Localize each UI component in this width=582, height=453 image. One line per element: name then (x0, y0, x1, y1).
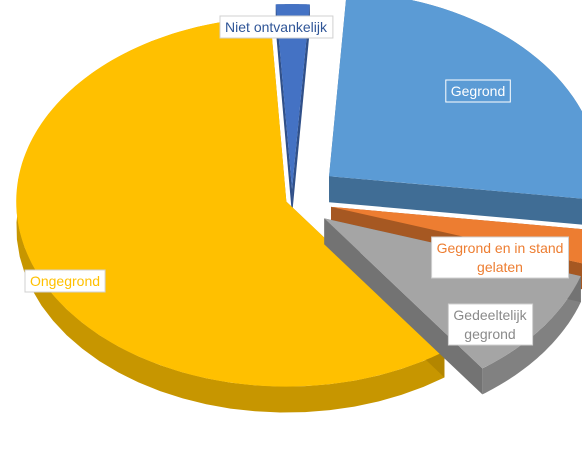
data-label-gegrond-en-in-stand-gelaten: Gegrond en in stand gelaten (431, 236, 569, 279)
pie-slice-top (16, 16, 445, 387)
pie-slice-wall (482, 276, 581, 395)
data-label-text: Ongegrond (30, 273, 100, 289)
data-label-text: Gedeeltelijk gegrond (453, 307, 527, 342)
pie-slice-side (329, 176, 582, 225)
pie-slice-side (275, 4, 293, 216)
data-label-gegrond: Gegrond (445, 79, 511, 103)
data-label-box (447, 303, 534, 346)
data-label-box (24, 269, 106, 293)
pie-slice-wall (16, 16, 445, 413)
data-label-box (445, 79, 511, 103)
pie-slice-side (324, 218, 483, 395)
data-label-gedeeltelijk-gegrond: Gedeeltelijk gegrond (447, 303, 534, 346)
pie-slice-top (275, 4, 310, 190)
data-label-niet-ontvankelijk: Niet ontvankelijk (219, 15, 334, 39)
labels-layer: Niet ontvankelijk Gegrond Gegrond en in st… (24, 15, 569, 346)
pie-slice-top (329, 0, 582, 199)
pie-slice-side (292, 4, 310, 216)
data-label-text: Gegrond (451, 83, 505, 99)
data-label-box (219, 15, 334, 39)
slices-layer (16, 0, 582, 413)
data-label-ongegrond: Ongegrond (24, 269, 106, 293)
data-label-box (431, 236, 569, 279)
pie-slice-gegrond (329, 0, 582, 225)
data-label-text: Niet ontvankelijk (225, 19, 328, 35)
data-label-text: Gegrond en in stand gelaten (437, 240, 564, 275)
